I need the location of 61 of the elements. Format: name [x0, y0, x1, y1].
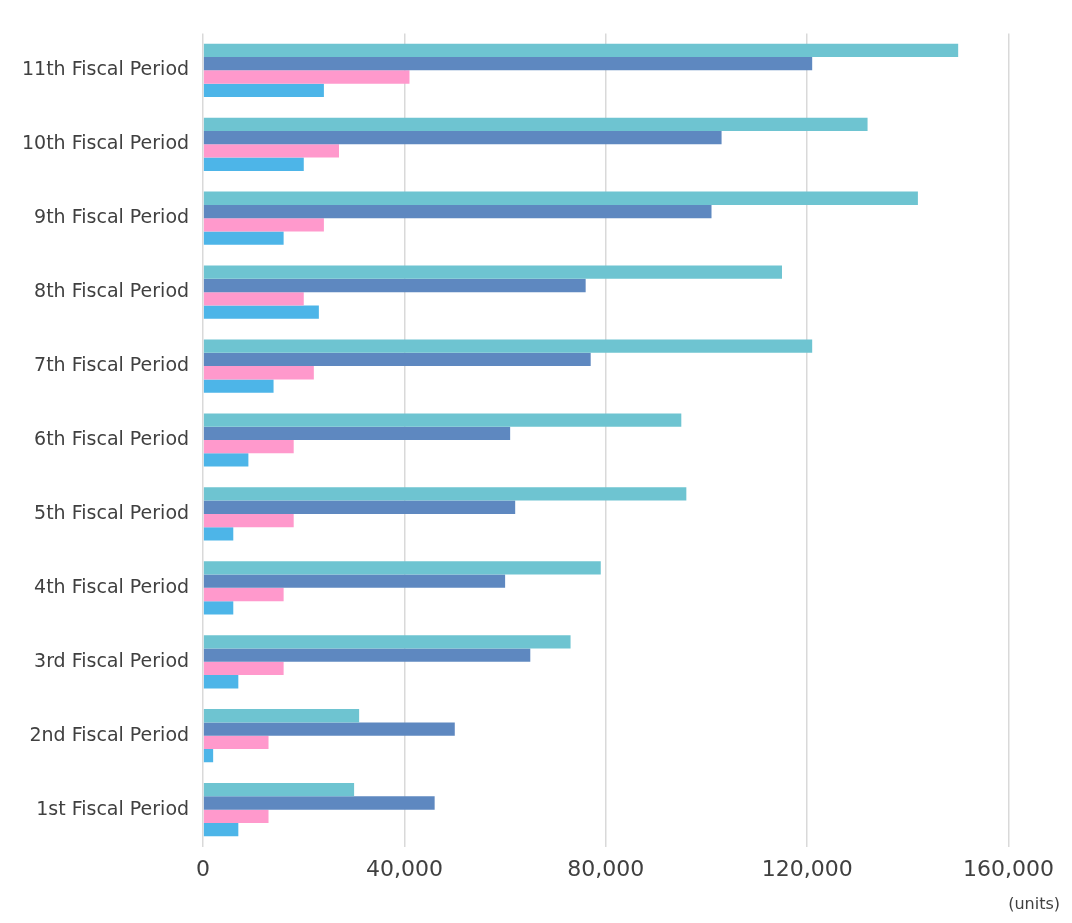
y-tick-label: 4th Fiscal Period — [34, 574, 190, 597]
bar — [203, 57, 813, 71]
y-tick-label: 10th Fiscal Period — [21, 131, 190, 154]
bar — [203, 366, 314, 380]
bar — [203, 70, 410, 84]
bar — [203, 722, 455, 736]
y-tick-label: 5th Fiscal Period — [34, 500, 190, 523]
bar — [203, 487, 687, 501]
bar — [203, 648, 531, 662]
bar — [203, 527, 234, 541]
bar — [203, 601, 234, 615]
bar — [203, 352, 591, 367]
bar — [203, 43, 959, 58]
bar — [203, 561, 601, 575]
bar — [203, 83, 324, 97]
bar — [203, 117, 868, 131]
x-tick-label: 40,000 — [365, 855, 443, 881]
bar — [203, 574, 506, 588]
bar — [203, 796, 435, 810]
bar — [203, 675, 239, 689]
y-tick-label: 11th Fiscal Period — [21, 57, 190, 80]
bar — [203, 379, 274, 393]
bar — [203, 783, 355, 797]
y-tick-label: 3rd Fiscal Period — [34, 648, 190, 671]
x-tick-label: 0 — [196, 855, 211, 881]
bar — [203, 453, 249, 467]
bar — [203, 157, 304, 171]
bar — [203, 709, 360, 723]
bar — [203, 339, 813, 353]
y-tick-label: 8th Fiscal Period — [34, 279, 190, 302]
bar — [203, 191, 918, 205]
bar — [203, 218, 324, 232]
bar — [203, 440, 294, 454]
bar — [203, 278, 586, 293]
bar — [203, 822, 239, 837]
bar — [203, 130, 722, 145]
bar — [203, 587, 284, 602]
bar — [203, 231, 284, 245]
y-tick-label: 9th Fiscal Period — [34, 205, 190, 228]
y-tick-label: 2nd Fiscal Period — [29, 722, 190, 745]
y-tick-label: 1st Fiscal Period — [36, 796, 190, 819]
y-tick-label: 7th Fiscal Period — [34, 353, 190, 376]
bar — [203, 204, 712, 219]
text: (units) — [1008, 894, 1060, 914]
x-tick-label: 160,000 — [963, 855, 1054, 881]
bar — [203, 513, 294, 528]
bar — [203, 749, 214, 763]
y-tick-label: 6th Fiscal Period — [34, 426, 190, 449]
bar — [203, 305, 319, 319]
bar — [203, 809, 269, 823]
bar — [203, 661, 284, 676]
bar — [203, 413, 682, 427]
bar — [203, 426, 511, 440]
bar — [203, 292, 304, 306]
bar — [203, 735, 269, 750]
bar — [203, 144, 339, 158]
x-tick-label: 80,000 — [567, 855, 645, 881]
bar — [203, 265, 782, 279]
x-tick-label: 120,000 — [761, 855, 853, 881]
bar — [203, 635, 571, 649]
bar — [203, 500, 516, 514]
